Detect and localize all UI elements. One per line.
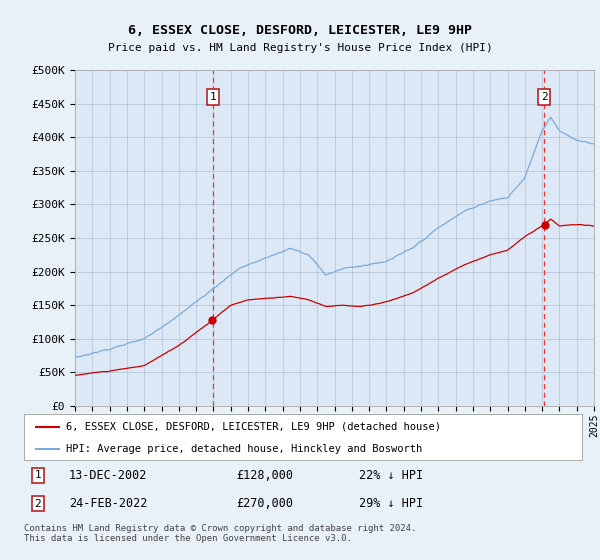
- Text: 2: 2: [35, 499, 41, 508]
- Text: HPI: Average price, detached house, Hinckley and Bosworth: HPI: Average price, detached house, Hinc…: [66, 444, 422, 454]
- Text: 22% ↓ HPI: 22% ↓ HPI: [359, 469, 423, 482]
- Text: 1: 1: [209, 92, 216, 102]
- Text: Contains HM Land Registry data © Crown copyright and database right 2024.
This d: Contains HM Land Registry data © Crown c…: [24, 524, 416, 543]
- Text: £128,000: £128,000: [236, 469, 293, 482]
- Text: 2: 2: [541, 92, 548, 102]
- Text: 6, ESSEX CLOSE, DESFORD, LEICESTER, LE9 9HP (detached house): 6, ESSEX CLOSE, DESFORD, LEICESTER, LE9 …: [66, 422, 441, 432]
- Text: £270,000: £270,000: [236, 497, 293, 510]
- Text: 6, ESSEX CLOSE, DESFORD, LEICESTER, LE9 9HP: 6, ESSEX CLOSE, DESFORD, LEICESTER, LE9 …: [128, 24, 472, 38]
- Text: 29% ↓ HPI: 29% ↓ HPI: [359, 497, 423, 510]
- Text: Price paid vs. HM Land Registry's House Price Index (HPI): Price paid vs. HM Land Registry's House …: [107, 43, 493, 53]
- Text: 13-DEC-2002: 13-DEC-2002: [68, 469, 147, 482]
- Text: 1: 1: [35, 470, 41, 480]
- Text: 24-FEB-2022: 24-FEB-2022: [68, 497, 147, 510]
